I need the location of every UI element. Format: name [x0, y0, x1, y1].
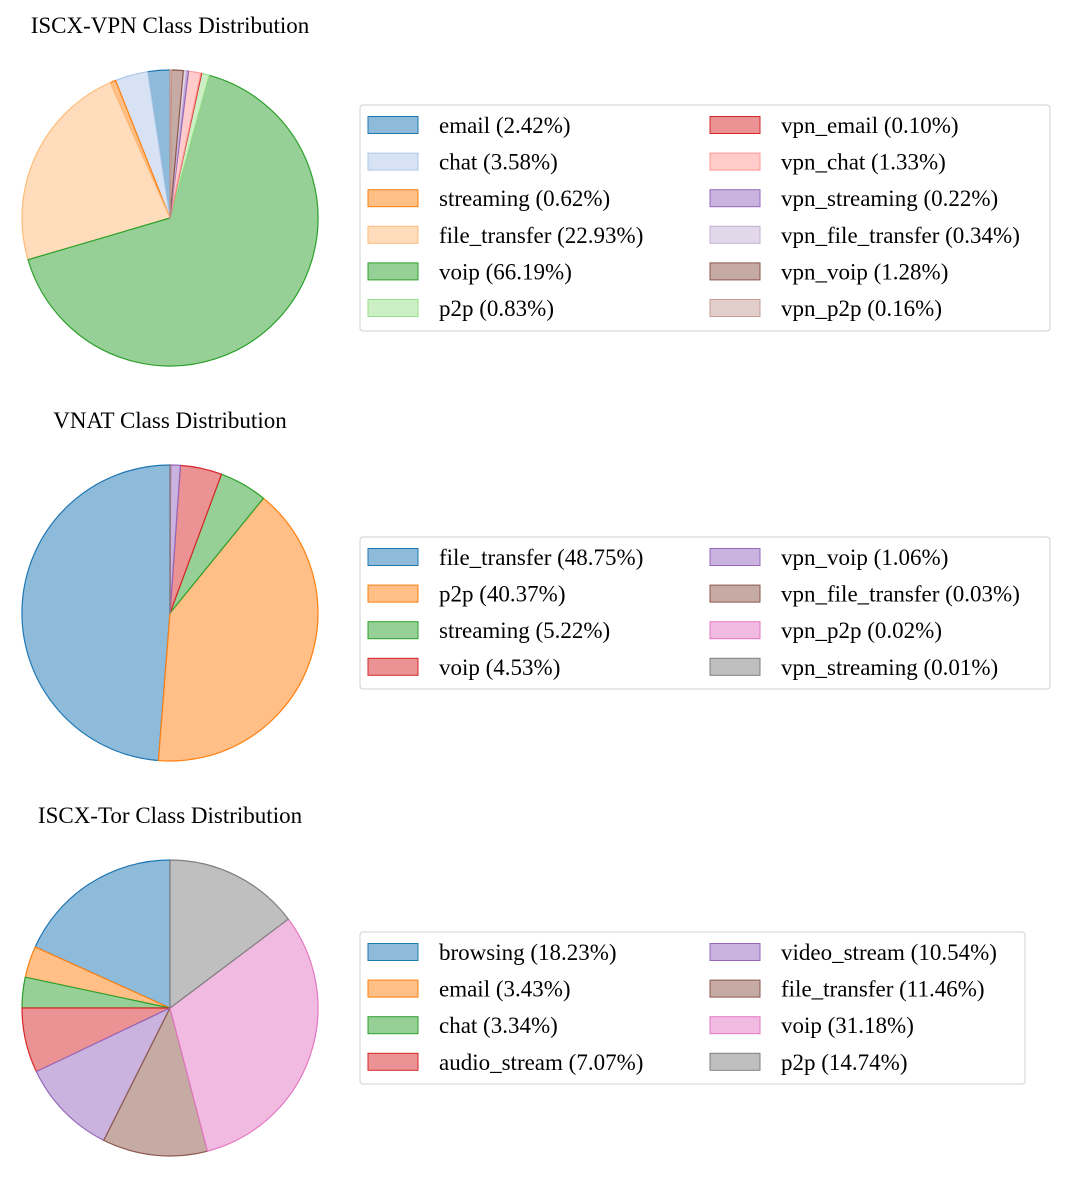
legend-label-email: email (3.43%)	[439, 977, 571, 1002]
legend-label-file-transfer: file_transfer (11.46%)	[781, 977, 985, 1002]
legend-label-vpn-chat: vpn_chat (1.33%)	[781, 150, 946, 175]
legend-frame	[359, 931, 1026, 1085]
legend-label-vpn-p2p: vpn_p2p (0.16%)	[781, 296, 942, 321]
legend-frame	[359, 104, 1051, 332]
legend-swatch-voip	[367, 657, 419, 676]
legend-swatch-p2p	[367, 299, 419, 317]
legend-swatch-email	[367, 116, 419, 134]
legend-label-chat: chat (3.58%)	[439, 150, 558, 175]
pie-slice-browsing	[34, 859, 171, 1009]
legend-swatch-vpn-voip	[709, 262, 761, 281]
legend-label-video-stream: video_stream (10.54%)	[781, 940, 997, 965]
chart-title: ISCX-Tor Class Distribution	[38, 803, 303, 828]
legend-swatch-vpn-p2p	[709, 299, 761, 317]
pie-slice-file-transfer	[21, 464, 171, 762]
legend-swatch-voip	[367, 262, 419, 281]
legend-swatch-chat	[367, 152, 419, 171]
legend-label-vpn-voip: vpn_voip (1.06%)	[781, 545, 948, 570]
legend-label-vpn-streaming: vpn_streaming (0.01%)	[781, 655, 998, 680]
legend-label-file-transfer: file_transfer (48.75%)	[439, 545, 643, 570]
legend-label-vpn-p2p: vpn_p2p (0.02%)	[781, 618, 942, 643]
legend-label-chat: chat (3.34%)	[439, 1013, 558, 1038]
chart-title: VNAT Class Distribution	[53, 408, 287, 433]
legend-label-vpn-file-transfer: vpn_file_transfer (0.34%)	[781, 223, 1020, 248]
legend-label-vpn-file-transfer: vpn_file_transfer (0.03%)	[781, 582, 1020, 607]
legend-swatch-vpn-file-transfer	[709, 225, 761, 244]
legend-label-browsing: browsing (18.23%)	[439, 940, 617, 965]
legend-iscx-tor: browsing (18.23%) email (3.43%) chat (3.34…	[359, 931, 1026, 1085]
legend-swatch-file-transfer	[367, 548, 419, 566]
legend-vnat: file_transfer (48.75%) p2p (40.37%) stream…	[359, 536, 1051, 690]
chart-title: ISCX-VPN Class Distribution	[31, 13, 310, 38]
legend-label-voip: voip (4.53%)	[439, 655, 560, 680]
legend-swatch-audio-stream	[367, 1052, 419, 1071]
legend-swatch-file-transfer	[367, 225, 419, 244]
legend-label-vpn-streaming: vpn_streaming (0.22%)	[781, 186, 998, 211]
pie-slice-p2p	[157, 497, 319, 762]
legend-label-file-transfer: file_transfer (22.93%)	[439, 223, 643, 248]
legend-iscx-vpn: email (2.42%) chat (3.58%) streaming (0.62…	[359, 104, 1051, 332]
legend-swatch-chat	[367, 1016, 419, 1035]
legend-frame	[359, 536, 1051, 690]
legend-swatch-vpn-voip	[709, 548, 761, 566]
legend-swatch-vpn-chat	[709, 152, 761, 171]
legend-label-streaming: streaming (0.62%)	[439, 186, 610, 211]
legend-swatch-browsing	[367, 943, 419, 961]
pie-slice-file-transfer	[21, 82, 171, 261]
legend-swatch-vpn-streaming	[709, 189, 761, 208]
pie-slice-file-transfer	[103, 1007, 209, 1157]
legend-swatch-streaming	[367, 189, 419, 208]
pie-iscx-vpn	[21, 69, 319, 367]
legend-label-p2p: p2p (0.83%)	[439, 296, 554, 321]
legend-swatch-vpn-p2p	[709, 621, 761, 640]
legend-swatch-vpn-streaming	[709, 657, 761, 676]
legend-swatch-vpn-file-transfer	[709, 584, 761, 603]
pie-slice-p2p	[169, 859, 289, 1009]
pie-slice-voip	[27, 74, 319, 367]
pie-slice-video-stream	[35, 1007, 171, 1141]
legend-swatch-video-stream	[709, 943, 761, 961]
legend-swatch-p2p	[367, 584, 419, 603]
pie-slice-voip	[169, 918, 319, 1152]
legend-swatch-p2p	[709, 1052, 761, 1071]
legend-label-voip: voip (31.18%)	[781, 1013, 914, 1038]
legend-swatch-voip	[709, 1016, 761, 1035]
legend-swatch-email	[367, 979, 419, 998]
legend-label-p2p: p2p (14.74%)	[781, 1050, 907, 1075]
legend-label-streaming: streaming (5.22%)	[439, 618, 610, 643]
legend-label-vpn-voip: vpn_voip (1.28%)	[781, 259, 948, 284]
pie-slice-vpn-p2p	[169, 69, 173, 219]
chart-panel-iscx-vpn: ISCX-VPN Class Distribution email (2.42%…	[21, 13, 1051, 367]
chart-panel-vnat: VNAT Class Distribution file_transfer (4…	[21, 408, 1051, 762]
legend-label-vpn-email: vpn_email (0.10%)	[781, 113, 959, 138]
legend-label-email: email (2.42%)	[439, 113, 571, 138]
legend-swatch-streaming	[367, 621, 419, 640]
legend-swatch-file-transfer	[709, 979, 761, 998]
pie-iscx-tor	[21, 859, 319, 1157]
legend-label-audio-stream: audio_stream (7.07%)	[439, 1050, 643, 1075]
legend-swatch-vpn-email	[709, 116, 761, 134]
chart-panel-iscx-tor: ISCX-Tor Class Distribution browsing (18…	[21, 803, 1026, 1157]
legend-label-p2p: p2p (40.37%)	[439, 582, 565, 607]
pie-vnat	[21, 464, 319, 762]
legend-label-voip: voip (66.19%)	[439, 259, 572, 284]
